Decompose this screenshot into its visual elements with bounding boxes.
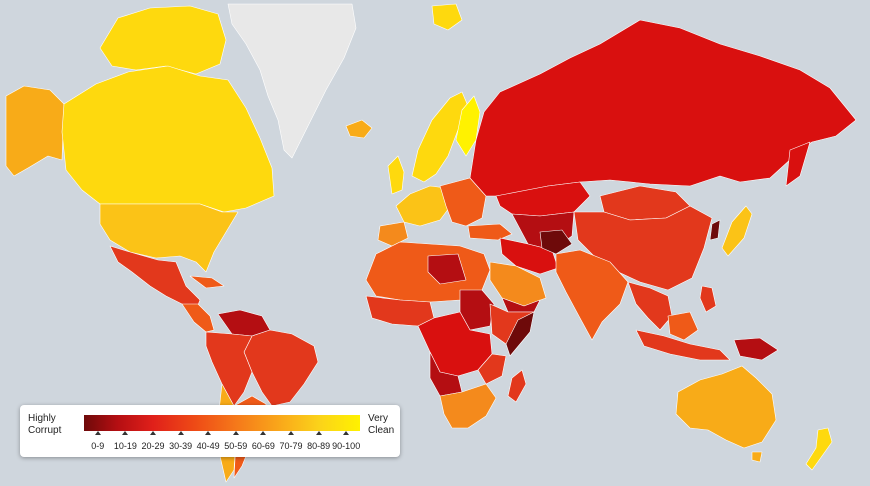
legend-tick: [260, 431, 267, 435]
legend-tick: [150, 431, 156, 435]
legend-tick: [205, 431, 212, 435]
legend-low-line1: Highly: [28, 413, 56, 424]
united-states[interactable]: [99, 203, 239, 273]
legend-range-labels: 0-9 10-19 20-29 30-39 40-49 50-59 60-69 70-79 80…: [84, 441, 374, 453]
legend-tick: [94, 431, 101, 435]
legend-tick: [177, 431, 184, 435]
southeast-asia[interactable]: [627, 281, 673, 331]
cuba[interactable]: [189, 275, 225, 289]
legend-tick: [232, 431, 239, 435]
somalia[interactable]: [505, 311, 535, 357]
legend-ticks: [84, 431, 360, 437]
kamchatka[interactable]: [785, 141, 811, 187]
iceland[interactable]: [345, 119, 373, 139]
legend-range-label: 10-19: [113, 441, 137, 451]
turkey[interactable]: [467, 223, 513, 241]
legend-tick: [288, 431, 294, 435]
legend-tick: [315, 431, 322, 435]
libya[interactable]: [427, 253, 467, 285]
legend-range-label: 50-59: [224, 441, 248, 451]
arctic-islands[interactable]: [99, 5, 227, 75]
legend-low-line2: Corrupt: [28, 425, 62, 436]
legend-range-label: 20-29: [141, 441, 165, 451]
legend-low-label: Highly Corrupt: [28, 413, 61, 437]
finland[interactable]: [455, 95, 481, 157]
legend-range-label: 80-89: [307, 441, 331, 451]
legend-high-line1: Very: [368, 413, 389, 424]
india[interactable]: [555, 249, 629, 341]
legend-high-line2: Clean: [368, 425, 395, 436]
indonesia[interactable]: [635, 329, 731, 361]
philippines[interactable]: [699, 285, 717, 313]
east-africa[interactable]: [477, 353, 507, 385]
united-kingdom[interactable]: [387, 155, 405, 195]
madagascar[interactable]: [507, 369, 527, 403]
borneo[interactable]: [667, 311, 699, 341]
australia[interactable]: [675, 365, 777, 449]
legend-color-scale: [84, 415, 360, 431]
central-america[interactable]: [181, 303, 215, 333]
canada[interactable]: [61, 65, 275, 213]
legend-range-label: 0-9: [91, 441, 105, 451]
greenland[interactable]: [227, 3, 357, 159]
legend-range-label: 30-39: [169, 441, 193, 451]
legend-high-label: Very Clean: [368, 413, 394, 437]
svalbard[interactable]: [431, 3, 463, 31]
legend-range-label: 60-69: [251, 441, 275, 451]
legend: Highly Corrupt 0-9 10-19 20-29 30-39 40-49 50…: [20, 405, 400, 457]
new-guinea[interactable]: [733, 337, 779, 361]
legend-range-label: 90-100: [332, 441, 361, 451]
legend-range-label: 40-49: [196, 441, 220, 451]
alaska[interactable]: [5, 85, 65, 177]
japan[interactable]: [721, 205, 753, 257]
legend-tick: [343, 431, 350, 435]
new-zealand[interactable]: [805, 427, 833, 471]
iran-region[interactable]: [499, 237, 559, 275]
legend-range-label: 70-79: [279, 441, 303, 451]
afghanistan[interactable]: [539, 229, 573, 255]
southern-africa[interactable]: [439, 383, 497, 429]
west-south-america[interactable]: [205, 331, 253, 407]
tasmania[interactable]: [751, 451, 763, 463]
yemen[interactable]: [501, 297, 541, 313]
legend-tick: [122, 431, 129, 435]
north-korea[interactable]: [709, 219, 721, 241]
